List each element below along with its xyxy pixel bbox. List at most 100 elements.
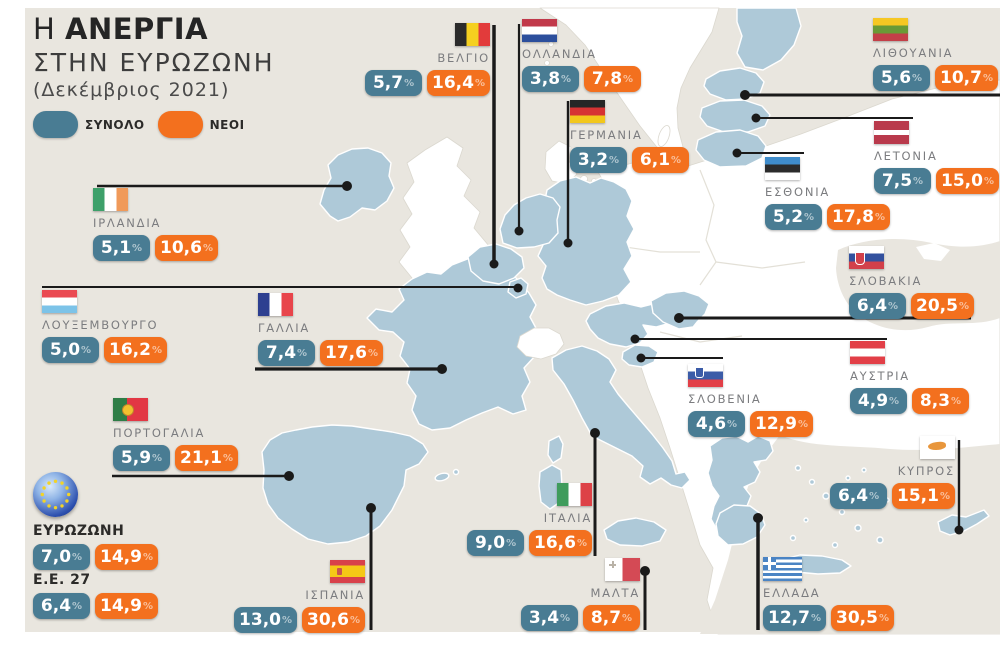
austria-flag-icon [850, 341, 885, 364]
country-name: ΠΟΡΤΟΓΑΛΙΑ [113, 426, 206, 440]
map-dot-cyprus [954, 525, 964, 535]
country-label-slovenia: ΣΛΟΒΕΝΙΑ 4,6% 12,9% [688, 364, 813, 437]
country-name: ΕΣΘΟΝΙΑ [765, 185, 831, 199]
slovakia-flag-icon [849, 246, 884, 269]
percent-sign: % [367, 347, 378, 359]
percent-sign: % [72, 551, 83, 563]
country-name: ΛΙΘΟΥΑΝΙΑ [873, 46, 954, 60]
total-pill: 6,4% [33, 593, 90, 619]
percent-sign: % [888, 300, 899, 312]
country-name: ΟΛΛΑΝΔΙΑ [522, 47, 597, 61]
country-label-malta: ΜΑΛΤΑ 3,4% 8,7% [521, 558, 640, 631]
youth-pill: 16,4% [427, 70, 490, 96]
youth-pill: 16,2% [104, 337, 167, 363]
total-pill: 4,6% [688, 411, 745, 437]
latvia-flag-icon [874, 121, 909, 144]
percent-sign: % [142, 551, 153, 563]
italy-flag-icon [557, 483, 592, 506]
legend: ΣΥΝΟΛΟ ΝΕΟΙ [33, 111, 245, 138]
youth-pill: 10,7% [935, 65, 998, 91]
country-label-cyprus: ΚΥΠΡΟΣ 6,4% 15,1% [830, 436, 955, 509]
percent-sign: % [132, 242, 143, 254]
percent-sign: % [797, 418, 808, 430]
percent-sign: % [474, 77, 485, 89]
eu-logo-icon [33, 472, 78, 517]
total-value: 5,1 [100, 238, 132, 258]
total-value: 3,4 [528, 608, 560, 628]
youth-pill: 7,8% [584, 66, 641, 92]
map-dot-france [437, 364, 447, 374]
country-name: ΚΥΠΡΟΣ [897, 464, 955, 478]
percent-sign: % [983, 175, 994, 187]
youth-pill: 17,6% [320, 340, 383, 366]
total-pill: 3,2% [570, 147, 627, 173]
youth-value: 17,8 [832, 207, 874, 227]
country-label-estonia: ΕΣΘΟΝΙΑ 5,2% 17,8% [765, 157, 890, 230]
country-name: ΛΕΤΟΝΙΑ [874, 149, 938, 163]
country-label-ireland: ΙΡΛΑΝΔΙΑ 5,1% 10,6% [93, 188, 218, 261]
percent-sign: % [222, 452, 233, 464]
youth-pill: 15,0% [936, 168, 999, 194]
total-pill: 13,0% [234, 607, 298, 633]
map-shape-france [366, 257, 538, 431]
country-label-germany: ΓΕΡΜΑΝΙΑ 3,2% 6,1% [570, 100, 689, 173]
youth-pill: 10,6% [155, 235, 218, 261]
country-label-austria: ΑΥΣΤΡΙΑ 4,9% 8,3% [850, 341, 969, 414]
total-value: 7,4 [265, 343, 297, 363]
total-pill: 5,6% [873, 65, 930, 91]
title-prefix: Η [33, 12, 56, 46]
total-value: 12,7 [768, 608, 810, 628]
total-value: 5,2 [772, 207, 804, 227]
country-name: ΒΕΛΓΙΟ [437, 51, 490, 65]
percent-sign: % [72, 600, 83, 612]
slovenia-flag-icon [688, 364, 723, 387]
legend-youth: ΝΕΟΙ [157, 111, 245, 138]
total-value: 5,6 [880, 68, 912, 88]
map-shape-finland [736, 7, 802, 71]
estonia-flag-icon [765, 157, 800, 180]
map-dot-luxembourg [513, 283, 523, 293]
percent-sign: % [913, 175, 924, 187]
malta-flag-icon [605, 558, 640, 581]
youth-pill: 8,7% [583, 605, 640, 631]
total-value: 3,2 [577, 150, 609, 170]
country-label-lithuania: ΛΙΘΟΥΑΝΙΑ 5,6% 10,7% [873, 18, 998, 91]
lithuania-flag-icon [873, 18, 908, 41]
youth-pill: 15,1% [892, 483, 955, 509]
total-pill: 5,1% [93, 235, 150, 261]
total-pill: 7,4% [258, 340, 315, 366]
percent-sign: % [958, 300, 969, 312]
country-label-slovakia: ΣΛΟΒΑΚΙΑ 6,4% 20,5% [849, 246, 974, 319]
youth-pill: 6,1% [632, 147, 689, 173]
map-dot-spain [366, 503, 376, 513]
total-value: 6,4 [837, 486, 869, 506]
total-value: 6,4 [40, 596, 72, 616]
ireland-flag-icon [93, 188, 128, 211]
percent-sign: % [671, 154, 682, 166]
total-value: 4,9 [857, 391, 889, 411]
percent-sign: % [912, 72, 923, 84]
aggregate-label-eurozone: ΕΥΡΩΖΩΝΗ 7,0% 14,9% [33, 472, 158, 570]
map-dot-greece [753, 513, 763, 523]
percent-sign: % [951, 395, 962, 407]
youth-value: 8,7 [590, 608, 622, 628]
youth-pill: 30,6% [302, 607, 365, 633]
total-pill: 5,9% [113, 445, 170, 471]
country-name: ΓΑΛΛΙΑ [258, 321, 311, 335]
page-subtitle: ΣΤΗΝ ΕΥΡΩΖΩΝΗ [33, 48, 275, 77]
percent-sign: % [404, 77, 415, 89]
total-pill: 4,9% [850, 388, 907, 414]
total-swatch-icon [33, 111, 78, 138]
country-label-portugal: ΠΟΡΤΟΓΑΛΙΑ 5,9% 21,1% [113, 398, 238, 471]
legend-total: ΣΥΝΟΛΟ [33, 111, 145, 138]
youth-value: 16,4 [432, 73, 474, 93]
greece-flag-icon [763, 557, 802, 581]
portugal-flag-icon [113, 398, 148, 421]
youth-value: 30,6 [307, 610, 349, 630]
youth-pill: 17,8% [827, 204, 890, 230]
total-pill: 3,4% [521, 605, 578, 631]
youth-value: 6,1 [639, 150, 671, 170]
map-dot-ireland [342, 181, 352, 191]
country-label-greece: ΕΛΛΑΔΑ 12,7% 30,5% [763, 557, 894, 631]
